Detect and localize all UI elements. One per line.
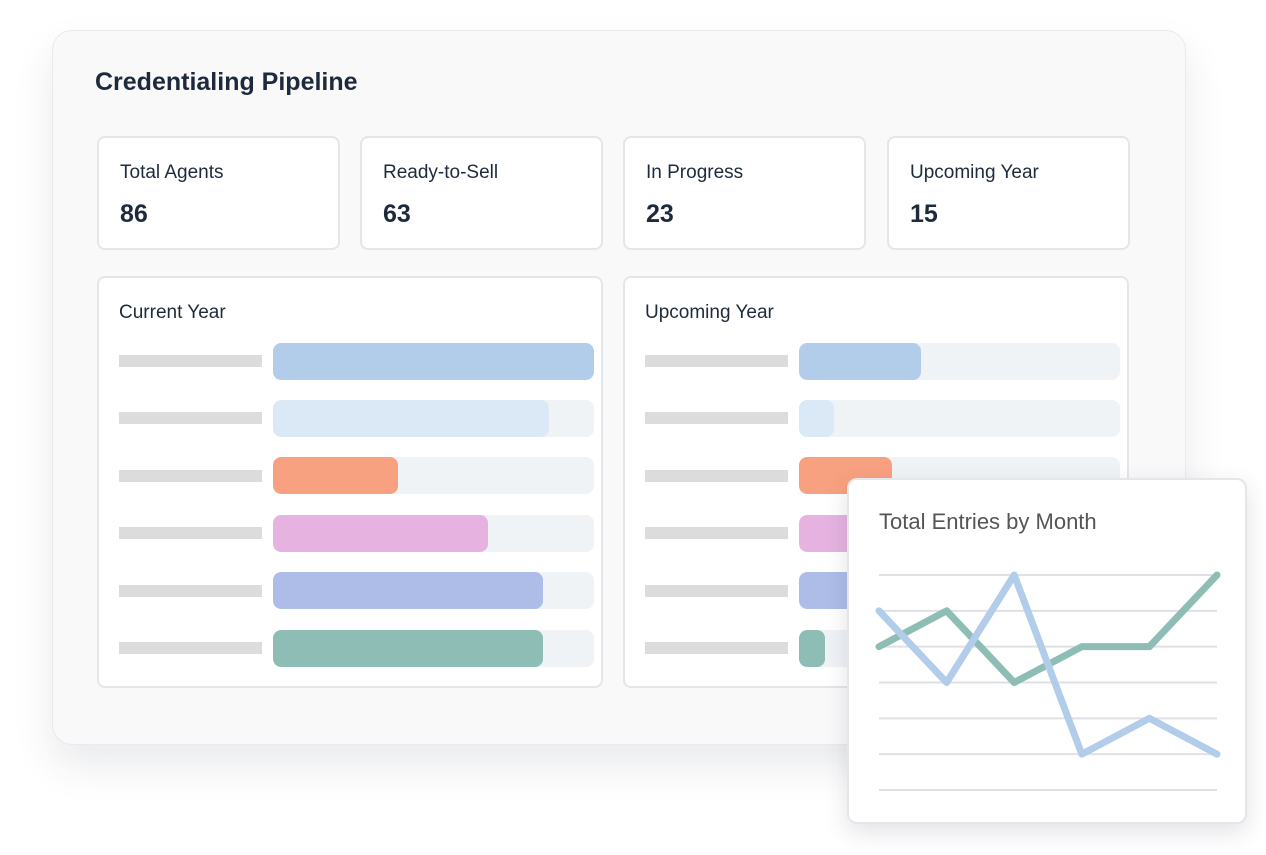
line-chart-card: Total Entries by Month bbox=[847, 478, 1247, 824]
bar-track bbox=[273, 457, 594, 495]
panel-title: Upcoming Year bbox=[645, 302, 774, 323]
stat-value: 23 bbox=[646, 200, 674, 228]
stat-card: Total Agents 86 bbox=[97, 136, 340, 250]
label-placeholder bbox=[645, 527, 788, 540]
label-placeholder bbox=[645, 355, 788, 367]
stat-card: In Progress 23 bbox=[623, 136, 866, 250]
line-chart-title: Total Entries by Month bbox=[879, 509, 1097, 534]
stat-value: 86 bbox=[120, 200, 148, 228]
stat-value: 15 bbox=[910, 200, 938, 228]
label-placeholder bbox=[645, 469, 788, 482]
bar bbox=[273, 342, 594, 380]
bar bbox=[799, 399, 835, 437]
label-placeholder bbox=[119, 469, 262, 482]
bar-track bbox=[273, 399, 594, 437]
bar bbox=[799, 629, 825, 667]
stat-label: In Progress bbox=[646, 162, 744, 183]
bar bbox=[273, 457, 399, 495]
stat-card: Ready-to-Sell 63 bbox=[360, 136, 603, 250]
bar-track bbox=[799, 399, 1120, 437]
dashboard-title: Credentialing Pipeline bbox=[95, 68, 358, 96]
bar-track bbox=[273, 342, 594, 380]
label-placeholder bbox=[119, 355, 262, 367]
label-placeholder bbox=[119, 584, 262, 597]
label-placeholder bbox=[119, 642, 262, 654]
bar bbox=[273, 399, 550, 437]
line-chart: Total Entries by Month bbox=[875, 509, 1221, 791]
bar-track bbox=[273, 514, 594, 552]
stat-card: Upcoming Year 15 bbox=[887, 136, 1130, 250]
bar-track bbox=[799, 342, 1120, 380]
bar-track bbox=[273, 572, 594, 610]
bar bbox=[273, 514, 489, 552]
label-placeholder bbox=[645, 584, 788, 597]
label-placeholder bbox=[645, 642, 788, 654]
label-placeholder bbox=[645, 412, 788, 425]
bar bbox=[273, 629, 543, 667]
stat-value: 63 bbox=[383, 200, 411, 228]
line-series bbox=[875, 571, 1221, 758]
label-placeholder bbox=[119, 412, 262, 425]
stat-label: Total Agents bbox=[120, 162, 224, 183]
stat-label: Upcoming Year bbox=[910, 162, 1039, 183]
label-placeholder bbox=[119, 527, 262, 540]
bar-track bbox=[273, 629, 594, 667]
bar bbox=[273, 572, 543, 610]
bar-panel: Current Year bbox=[97, 276, 603, 688]
panel-title: Current Year bbox=[119, 302, 226, 323]
bar bbox=[799, 342, 921, 380]
stat-label: Ready-to-Sell bbox=[383, 162, 499, 183]
